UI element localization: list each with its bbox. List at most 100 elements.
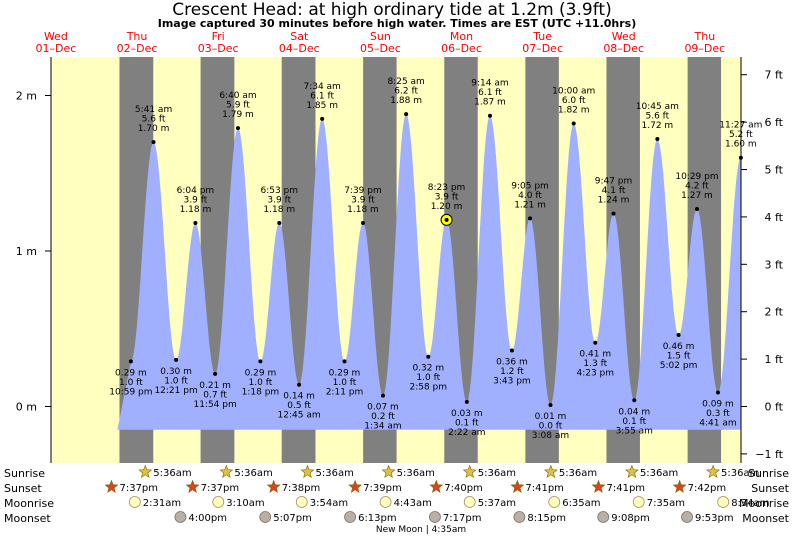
tide-height-ft: 1.3 ft: [583, 359, 607, 369]
y-tick-label-m: 1 m: [16, 245, 37, 258]
tide-time: 4:23 pm: [576, 369, 614, 379]
moonrise-icon: [717, 496, 730, 508]
row-label-left: Moonrise: [4, 497, 54, 510]
sunrise-icon: [300, 464, 315, 478]
moonrise-icon: [212, 496, 225, 508]
day-date: 02–Dec: [117, 42, 158, 55]
tide-time: 3:43 pm: [493, 377, 531, 387]
tide-height-ft: 1.0 ft: [164, 376, 188, 386]
tide-height-m: 1.87 m: [474, 98, 506, 108]
moonrise-time: 6:35am: [562, 498, 600, 509]
tide-height-ft: 3.9 ft: [267, 196, 291, 206]
tide-point: [258, 359, 263, 364]
tide-time: 8:23 pm: [428, 183, 466, 193]
day-date: 03–Dec: [198, 42, 239, 55]
tide-height-m: 1.82 m: [558, 105, 590, 115]
tide-point: [676, 332, 681, 337]
y-tick-label-ft: 2 ft: [765, 306, 784, 319]
tide-time: 6:04 pm: [177, 186, 215, 196]
tide-time: 6:53 pm: [260, 186, 298, 196]
tide-height-ft: 6.0 ft: [562, 96, 586, 106]
tide-height-ft: 0.3 ft: [706, 409, 730, 419]
tide-time: 10:59 pm: [109, 387, 152, 397]
new-moon-label: New Moon | 4:35am: [376, 525, 466, 535]
tide-height-ft: 0.1 ft: [455, 418, 479, 428]
tide-height-ft: 5.6 ft: [142, 115, 166, 125]
tide-height-m: 0.36 m: [496, 358, 528, 368]
moonset-icon: [259, 511, 272, 523]
row-label-right: Sunrise: [748, 467, 789, 480]
tide-height-m: 0.41 m: [579, 350, 611, 360]
moonrise-time: 7:35am: [647, 498, 685, 509]
row-label-left: Moonset: [4, 512, 51, 525]
moonrise-icon: [632, 496, 645, 508]
tide-time: 12:45 am: [278, 411, 321, 421]
tide-point: [360, 221, 365, 226]
tide-time: 9:47 pm: [595, 177, 633, 187]
tide-height-m: 1.70 m: [138, 124, 170, 134]
y-tick-label-ft: 5 ft: [765, 164, 784, 177]
tide-height-m: 1.27 m: [681, 191, 713, 201]
tide-height-m: 1.18 m: [180, 205, 212, 215]
day-date: 06–Dec: [441, 42, 482, 55]
day-date: 05–Dec: [360, 42, 401, 55]
tide-point: [444, 217, 449, 222]
day-date: 09–Dec: [684, 42, 725, 55]
tide-point: [297, 382, 302, 387]
axes: 0 m 1 m 2 m −1 ft 0 ft 1 ft 2 ft 3 ft 4 ft 5 ft 6 …: [16, 57, 784, 463]
tide-height-ft: 0.7 ft: [203, 390, 227, 400]
tide-time: 1:18 pm: [242, 387, 280, 397]
tide-point: [404, 112, 409, 117]
sunrise-icon: [219, 464, 234, 478]
tide-height-ft: 1.0 ft: [416, 373, 440, 383]
day-name: Thu: [126, 30, 148, 43]
tide-point: [528, 216, 533, 221]
tide-point: [213, 371, 218, 376]
moonrise-icon: [548, 496, 561, 508]
moonset-time: 6:13pm: [358, 513, 397, 524]
sunset-icon: [348, 479, 363, 493]
sunset-icon: [185, 479, 200, 493]
tide-height-ft: 4.0 ft: [518, 191, 542, 201]
tide-height-ft: 1.0 ft: [249, 378, 273, 388]
sunset-time: 7:37pm: [119, 483, 158, 494]
sunrise-icon: [138, 464, 153, 478]
tide-time: 8:25 am: [387, 77, 424, 87]
sunset-icon: [510, 479, 525, 493]
y-tick-label-ft: −1 ft: [755, 448, 783, 461]
sunrise-time: 5:36am: [315, 468, 353, 479]
tide-height-ft: 0.2 ft: [371, 412, 395, 422]
sunset-icon: [104, 479, 119, 493]
sunset-icon: [429, 479, 444, 493]
tide-height-m: 1.24 m: [598, 196, 630, 206]
tide-point: [320, 116, 325, 121]
tide-height-m: 0.04 m: [618, 407, 650, 417]
moonrise-time: 8:34am: [731, 498, 769, 509]
tide-height-m: 1.18 m: [347, 205, 379, 215]
tide-point: [487, 113, 492, 118]
sunset-time: 7:39pm: [363, 483, 402, 494]
tide-height-ft: 1.0 ft: [333, 378, 357, 388]
y-tick-label-ft: 3 ft: [765, 258, 784, 271]
tide-time: 10:29 pm: [675, 172, 718, 182]
sunset-icon: [591, 479, 606, 493]
tide-point: [380, 393, 385, 398]
y-tick-label-m: 0 m: [16, 401, 37, 414]
day-name: Thu: [694, 30, 716, 43]
day-date: 04–Dec: [279, 42, 320, 55]
sun-moon-table: Sunrise Sunset Moonrise Moonset Sunrise Sunse…: [4, 464, 790, 535]
moonset-icon: [681, 511, 693, 523]
tide-time: 4:41 am: [699, 419, 736, 429]
tide-point: [464, 399, 469, 404]
day-headers: Wed01–DecThu02–DecFri03–DecSat04–DecSun0…: [36, 30, 726, 55]
tide-points: [128, 112, 743, 407]
day-name: Wed: [44, 30, 68, 43]
tide-height-ft: 4.1 ft: [602, 186, 626, 196]
tide-height-ft: 3.9 ft: [435, 192, 459, 202]
tide-point: [193, 221, 198, 226]
tide-height-m: 0.29 m: [245, 368, 277, 378]
day-name: Sat: [290, 30, 309, 43]
y-tick-label-ft: 1 ft: [765, 353, 784, 366]
sunset-time: 7:42pm: [688, 483, 727, 494]
